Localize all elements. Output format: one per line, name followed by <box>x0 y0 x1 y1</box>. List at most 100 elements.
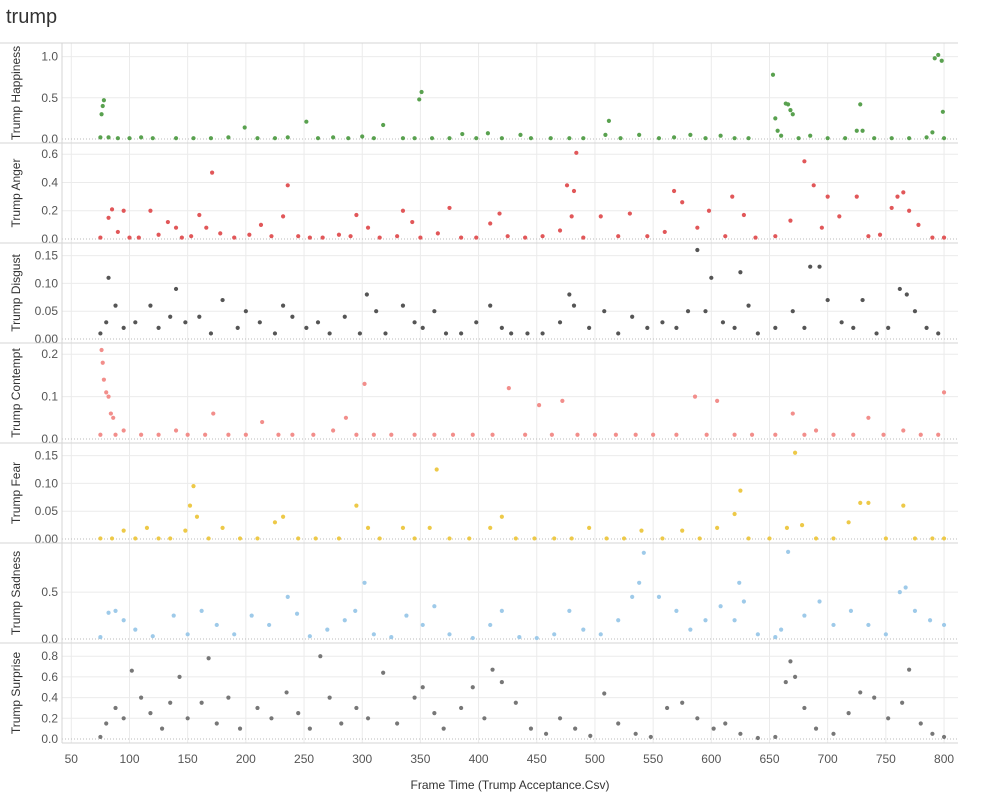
data-point <box>773 635 778 640</box>
data-point <box>121 325 126 330</box>
data-point <box>395 721 400 726</box>
y-tick-label: 0.4 <box>41 175 58 189</box>
data-point <box>513 536 518 541</box>
data-point <box>901 503 906 508</box>
data-point <box>525 331 530 336</box>
data-point <box>389 432 394 437</box>
data-point <box>315 320 321 325</box>
y-tick-label: 0.10 <box>35 276 59 290</box>
data-point <box>811 183 816 188</box>
data-point <box>790 112 795 117</box>
data-point <box>106 135 111 140</box>
data-point <box>272 520 278 525</box>
data-point <box>732 511 737 517</box>
data-point <box>505 234 510 239</box>
data-point <box>732 325 737 330</box>
data-point <box>485 131 490 136</box>
data-point <box>357 331 362 336</box>
data-point <box>703 136 708 141</box>
data-point <box>808 264 813 269</box>
data-point <box>400 303 406 308</box>
data-point <box>214 721 219 726</box>
data-point <box>941 136 947 141</box>
data-point <box>802 613 807 618</box>
data-point <box>603 132 608 137</box>
data-point <box>598 214 603 219</box>
data-point <box>429 136 435 141</box>
x-axis-title: Frame Time (Trump Acceptance.Csv) <box>411 778 610 792</box>
data-point <box>802 325 807 330</box>
data-point <box>697 536 702 541</box>
data-point <box>497 211 502 216</box>
data-point <box>365 225 371 230</box>
data-point <box>179 235 184 240</box>
data-point <box>912 536 918 541</box>
data-point <box>490 432 495 437</box>
data-point <box>518 132 523 137</box>
data-point <box>718 604 723 609</box>
data-point <box>412 536 417 541</box>
data-point <box>711 726 716 731</box>
data-point <box>916 222 921 227</box>
data-point <box>115 229 120 235</box>
data-point <box>886 716 891 721</box>
data-point <box>100 360 105 365</box>
y-tick-label: 0.8 <box>41 649 58 663</box>
data-point <box>121 428 126 433</box>
data-point <box>773 325 778 330</box>
data-point <box>755 735 760 741</box>
data-point <box>523 235 528 240</box>
data-point <box>618 136 623 141</box>
data-point <box>272 136 278 141</box>
data-point <box>532 536 537 541</box>
data-point <box>177 674 182 680</box>
x-tick-label: 500 <box>585 752 605 766</box>
data-point <box>749 432 755 437</box>
data-point <box>443 331 449 336</box>
data-point <box>866 415 871 420</box>
data-point <box>897 286 902 292</box>
data-point <box>331 135 336 140</box>
data-point <box>371 632 376 637</box>
data-point <box>232 235 237 240</box>
data-point <box>139 432 144 437</box>
data-point <box>490 667 495 672</box>
data-point <box>540 234 545 239</box>
data-point <box>939 58 944 63</box>
data-point <box>189 234 194 239</box>
data-point <box>113 608 118 613</box>
data-point <box>543 731 549 736</box>
data-point <box>320 235 325 240</box>
data-point <box>313 536 318 541</box>
data-point <box>831 536 836 541</box>
x-tick-label: 650 <box>759 752 779 766</box>
data-point <box>616 721 621 726</box>
data-point <box>417 97 422 102</box>
data-point <box>148 303 153 308</box>
data-point <box>523 432 528 437</box>
data-point <box>799 522 805 528</box>
data-point <box>680 528 685 533</box>
data-point <box>285 135 290 140</box>
data-point <box>674 608 679 613</box>
y-tick-label: 0.00 <box>35 332 59 346</box>
data-point <box>779 133 784 138</box>
data-point <box>912 309 918 314</box>
data-point <box>671 188 677 194</box>
data-point <box>567 608 572 613</box>
y-axis-title: Trump Disgust <box>9 254 23 332</box>
data-point <box>470 635 475 641</box>
data-point <box>866 622 871 628</box>
data-point <box>410 219 415 225</box>
data-point <box>567 292 572 297</box>
data-point <box>197 212 202 218</box>
data-point <box>226 432 231 437</box>
data-point <box>109 536 115 541</box>
data-point <box>662 229 667 235</box>
data-point <box>304 325 309 330</box>
data-point <box>746 136 751 141</box>
data-point <box>571 303 577 308</box>
data-point <box>704 432 709 437</box>
data-point <box>121 528 126 533</box>
data-point <box>604 536 609 541</box>
